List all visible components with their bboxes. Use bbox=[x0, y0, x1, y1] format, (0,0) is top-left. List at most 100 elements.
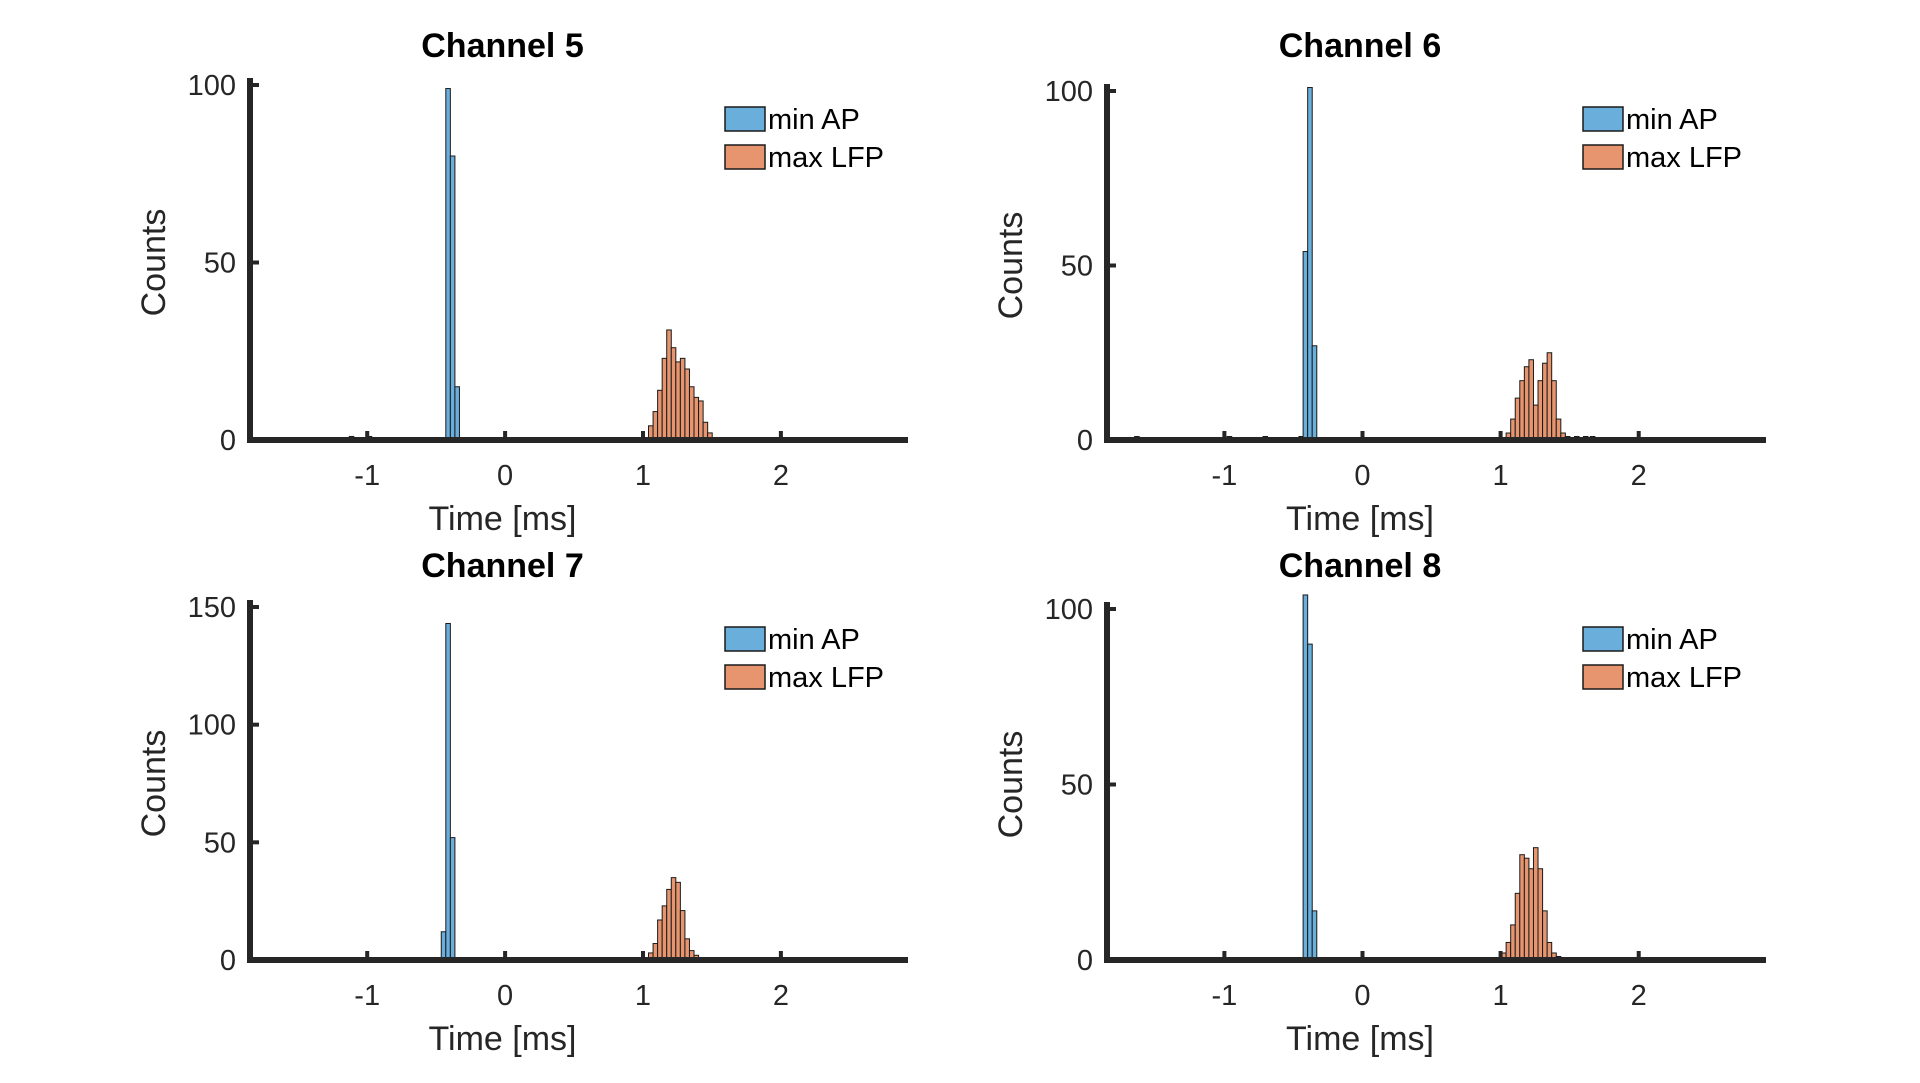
legend-swatch bbox=[1582, 144, 1624, 170]
histogram-bar bbox=[670, 877, 677, 961]
chart-panel: -1 0 1 2 0 50 100 Channel 5 Time [ms] Counts min A… bbox=[135, 27, 908, 538]
histogram-bar bbox=[693, 396, 700, 441]
histogram-bar bbox=[1514, 892, 1521, 961]
legend-label: max LFP bbox=[768, 142, 884, 174]
y-axis-label: Counts bbox=[992, 212, 1030, 320]
x-tick-label: 2 bbox=[773, 980, 789, 1012]
series-min-ap bbox=[348, 88, 460, 441]
histogram-bar bbox=[661, 905, 668, 961]
legend-label: min AP bbox=[768, 104, 860, 136]
legend-swatch bbox=[724, 106, 766, 132]
x-tick-label: -1 bbox=[1211, 980, 1237, 1012]
histogram-bar bbox=[1532, 404, 1539, 441]
x-tick-label: 0 bbox=[497, 460, 513, 492]
chart-title: Channel 7 bbox=[421, 547, 583, 585]
histogram-bar bbox=[661, 357, 668, 441]
histogram-bar bbox=[1537, 380, 1544, 441]
legend: min AP max LFP bbox=[1582, 104, 1742, 174]
series-max-lfp bbox=[1505, 352, 1596, 441]
legend-swatch bbox=[724, 664, 766, 690]
x-tick-label: 0 bbox=[497, 980, 513, 1012]
histogram-bar bbox=[1523, 857, 1530, 961]
histogram-bar bbox=[1519, 854, 1525, 961]
histogram-bar bbox=[657, 389, 663, 441]
series-max-lfp bbox=[648, 877, 700, 961]
histogram-bar bbox=[1546, 352, 1553, 441]
legend-label: max LFP bbox=[1626, 142, 1742, 174]
histogram-bar bbox=[688, 386, 695, 441]
series-min-ap bbox=[440, 622, 456, 961]
histogram-bar bbox=[1542, 362, 1548, 441]
chart-title: Channel 6 bbox=[1279, 27, 1441, 65]
histogram-bar bbox=[1302, 594, 1309, 961]
histogram-bar bbox=[445, 88, 451, 441]
histogram-bar bbox=[652, 411, 659, 441]
x-tick-label: 1 bbox=[635, 460, 651, 492]
chart-panel: -1 0 1 2 0 50 100 Channel 6 Time [ms] Counts min A… bbox=[992, 27, 1766, 538]
legend-label: max LFP bbox=[1626, 662, 1742, 694]
histogram-bar bbox=[679, 357, 686, 441]
histogram-bar bbox=[1542, 910, 1548, 961]
histogram-bar bbox=[1302, 251, 1309, 441]
y-tick-label: 0 bbox=[1077, 945, 1093, 977]
histogram-bar bbox=[454, 386, 460, 441]
histogram-bar bbox=[1311, 345, 1318, 441]
y-tick-label: 50 bbox=[204, 827, 236, 859]
y-tick-label: 100 bbox=[1045, 76, 1093, 108]
y-tick-label: 0 bbox=[220, 945, 236, 977]
x-axis-label: Time [ms] bbox=[1286, 1020, 1434, 1058]
legend-swatch bbox=[1582, 626, 1624, 652]
histogram-bar bbox=[679, 910, 686, 961]
y-axis-label: Counts bbox=[992, 731, 1030, 839]
histogram-bar bbox=[1528, 868, 1534, 961]
histogram-bar bbox=[1519, 380, 1525, 441]
histogram-bar bbox=[449, 837, 456, 961]
legend-swatch bbox=[1582, 664, 1624, 690]
chart-title: Channel 5 bbox=[421, 27, 583, 65]
y-tick-label: 50 bbox=[1061, 251, 1093, 283]
histogram-bar bbox=[684, 938, 690, 961]
y-tick-label: 0 bbox=[1077, 425, 1093, 457]
histogram-bar bbox=[1510, 924, 1516, 961]
series-min-ap bbox=[1134, 87, 1318, 441]
y-tick-label: 0 bbox=[220, 425, 236, 457]
legend: min AP max LFP bbox=[724, 104, 884, 174]
chart-title: Channel 8 bbox=[1279, 547, 1441, 585]
histogram-bar bbox=[1307, 87, 1313, 441]
series-max-lfp bbox=[1501, 847, 1562, 961]
y-tick-label: 150 bbox=[188, 592, 236, 624]
legend-swatch bbox=[724, 144, 766, 170]
x-tick-label: 1 bbox=[635, 980, 651, 1012]
histogram-bar bbox=[684, 368, 690, 441]
histogram-bar bbox=[1523, 366, 1530, 441]
legend-label: min AP bbox=[768, 624, 860, 656]
x-tick-label: 2 bbox=[773, 460, 789, 492]
histogram-bar bbox=[666, 329, 672, 441]
histogram-bar bbox=[1555, 418, 1562, 441]
chart-panel: -1 0 1 2 0 50 100 Channel 8 Time [ms] Counts min A… bbox=[992, 547, 1766, 1058]
legend-swatch bbox=[724, 626, 766, 652]
y-tick-label: 100 bbox=[1045, 594, 1093, 626]
y-axis-label: Counts bbox=[135, 209, 173, 317]
x-tick-label: 1 bbox=[1493, 460, 1509, 492]
histogram-bar bbox=[698, 400, 704, 441]
histogram-bar bbox=[1537, 868, 1544, 961]
histogram-bar bbox=[670, 347, 677, 441]
histogram-bar bbox=[1528, 359, 1534, 441]
histogram-bar bbox=[1514, 397, 1521, 441]
series-max-lfp bbox=[648, 329, 713, 441]
x-tick-label: 2 bbox=[1631, 980, 1647, 1012]
legend: min AP max LFP bbox=[1582, 624, 1742, 694]
x-axis-label: Time [ms] bbox=[429, 500, 577, 538]
legend-swatch bbox=[1582, 106, 1624, 132]
x-tick-label: 2 bbox=[1631, 460, 1647, 492]
histogram-bar bbox=[440, 931, 447, 961]
legend-label: min AP bbox=[1626, 104, 1718, 136]
x-tick-label: 0 bbox=[1354, 980, 1370, 1012]
x-axis-label: Time [ms] bbox=[1286, 500, 1434, 538]
x-tick-label: 1 bbox=[1493, 980, 1509, 1012]
y-tick-label: 100 bbox=[188, 710, 236, 742]
histogram-bar bbox=[1510, 418, 1516, 441]
y-tick-label: 50 bbox=[204, 248, 236, 280]
